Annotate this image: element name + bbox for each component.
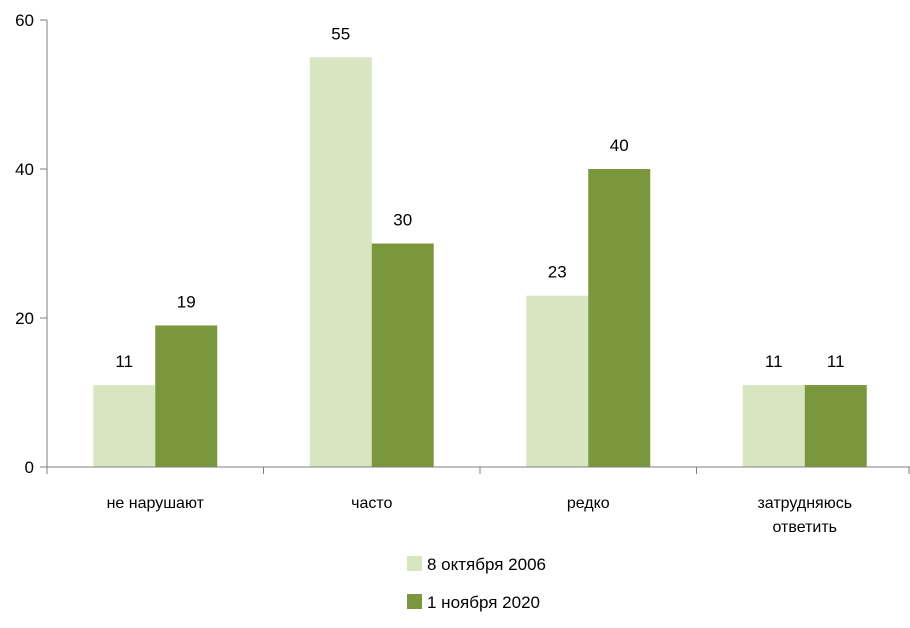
y-tick-label-20: 20 [15, 309, 34, 328]
legend-swatch-2 [407, 594, 422, 609]
y-tick-label-40: 40 [15, 160, 34, 179]
bar-2-2 [371, 243, 434, 467]
data-label-1-3: 23 [548, 263, 567, 282]
category-label-1: не нарушают [107, 495, 205, 512]
bars-group [93, 57, 867, 467]
bar-2-4 [804, 385, 867, 467]
bar-2-3 [588, 169, 651, 467]
bar-1-4 [742, 385, 805, 467]
legend-label-2: 1 ноября 2020 [427, 593, 540, 612]
data-label-1-4: 11 [765, 352, 783, 371]
bar-1-1 [93, 385, 156, 467]
category-label-4-line-1: затрудняюсь [757, 495, 852, 512]
legend-label-1: 8 октября 2006 [427, 555, 546, 574]
legend: 8 октября 2006 1 ноября 2020 [407, 555, 546, 612]
data-label-1-2: 55 [331, 24, 350, 43]
bar-1-2 [309, 57, 372, 467]
category-label-2: часто [351, 495, 392, 512]
y-tick-label-60: 60 [15, 11, 34, 30]
y-tick-label-0: 0 [25, 458, 34, 477]
data-label-2-1: 19 [177, 292, 196, 311]
axes-group: 0 20 40 60 [15, 11, 910, 477]
data-label-2-3: 40 [610, 136, 629, 155]
bar-1-3 [526, 295, 589, 467]
data-label-2-2: 30 [393, 211, 412, 230]
bar-2-1 [155, 325, 218, 467]
category-label-3: редко [567, 495, 610, 512]
category-label-4-line-2: ответить [773, 519, 838, 536]
data-label-1-1: 11 [115, 352, 133, 371]
data-label-2-4: 11 [827, 352, 845, 371]
labels-group: 11 19 не нарушают 55 30 часто 23 40 редко 11 11 зат… [107, 24, 852, 536]
legend-swatch-1 [407, 556, 422, 571]
